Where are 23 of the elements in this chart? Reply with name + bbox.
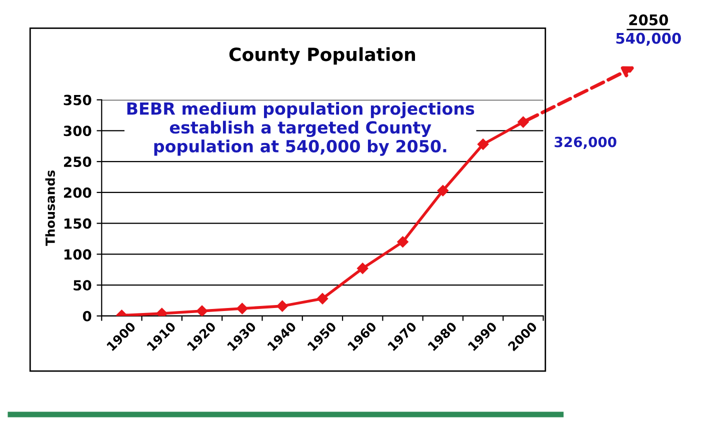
y-tick-label: 150 (64, 218, 92, 229)
annotation: BEBR medium population projections establish a targeted County population at 540,000 by 2050. (127, 102, 474, 156)
point (196, 305, 208, 316)
point (316, 293, 328, 304)
y-tick-label: 100 (64, 249, 92, 260)
y-tick-label: 300 (64, 126, 92, 136)
y-tick-label: 250 (64, 156, 92, 168)
point (477, 138, 489, 150)
point (276, 300, 288, 312)
point (236, 302, 248, 314)
text: 540,000 (616, 32, 681, 46)
point (397, 236, 408, 248)
y-axis-title: Thousands (45, 170, 55, 246)
y-tick-label: 50 (74, 280, 92, 291)
y-tick-label: 200 (64, 187, 92, 198)
point (437, 184, 449, 196)
text: 2050 (629, 14, 668, 26)
y-tick-label: 350 (64, 94, 92, 106)
point (518, 116, 529, 128)
point (357, 262, 368, 274)
y-tick-label: 0 (82, 310, 92, 322)
text: 326,000 (554, 136, 616, 150)
chart-title: County Population (229, 47, 416, 65)
